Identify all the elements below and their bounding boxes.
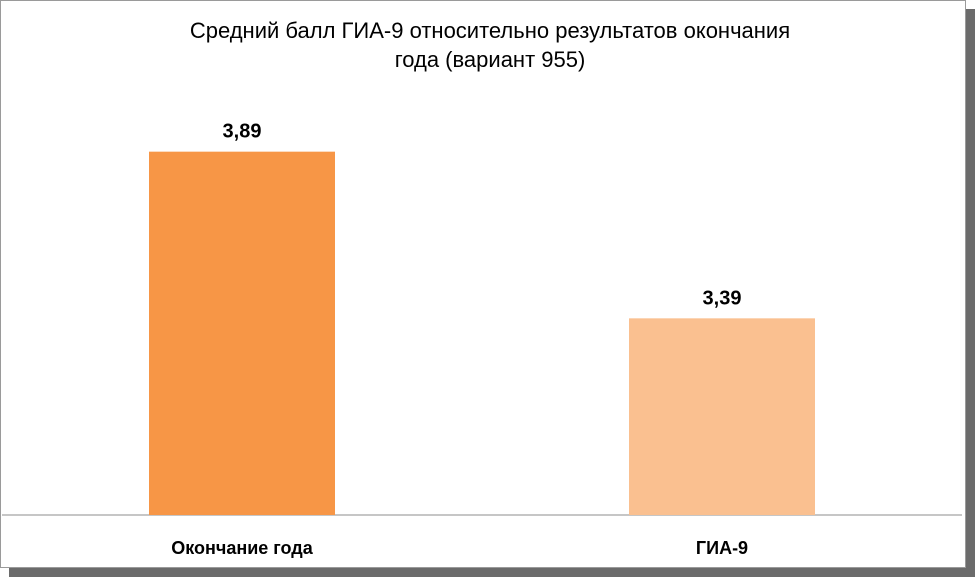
category-label-1: Окончание года [171,538,313,558]
chart-title-line-1: Средний балл ГИА-9 относительно результа… [189,18,791,43]
bar-2 [629,318,815,515]
chart-title-line-2: года (вариант 955) [394,47,586,72]
chart-title: Средний балл ГИА-9 относительно результа… [0,16,980,74]
bar-1 [149,151,335,515]
data-label-1: 3,89 [223,121,262,143]
labels-group: 3,89 Окончание года 3,39 ГИА-9 [171,121,748,558]
bars-group [149,151,815,515]
category-label-2: ГИА-9 [696,538,748,558]
data-label-2: 3,39 [703,287,742,309]
